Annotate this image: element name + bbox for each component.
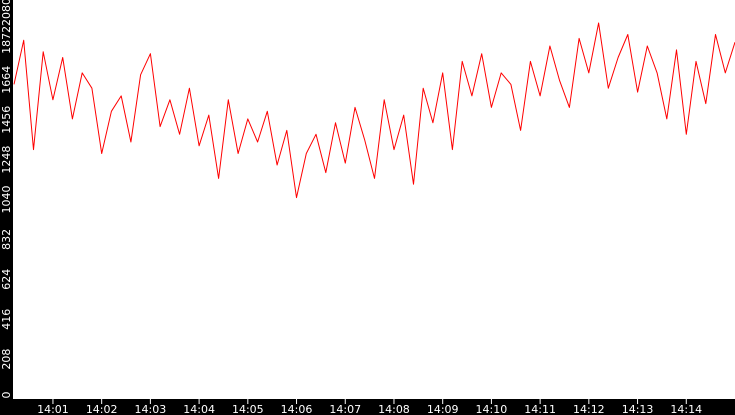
x-tick-label: 14:13 [622, 403, 654, 415]
x-tick-label: 14:10 [476, 403, 508, 415]
y-tick-label: 1456 [0, 106, 13, 134]
y-tick-label: 2080 [0, 0, 13, 26]
x-tick-label: 14:06 [281, 403, 313, 415]
y-tick-label: 1872 [0, 26, 13, 54]
x-tick-label: 14:11 [524, 403, 556, 415]
x-tick-label: 14:14 [670, 403, 702, 415]
x-tick-label: 14:03 [135, 403, 167, 415]
x-tick-label: 14:05 [232, 403, 264, 415]
y-tick-label: 416 [0, 309, 13, 330]
series-layer [13, 22, 735, 199]
y-tick-label: 0 [0, 392, 13, 399]
plot-area [13, 0, 735, 399]
x-tick-label: 14:12 [573, 403, 605, 415]
x-axis: 14:01 14:02 14:03 14:04 14:05 14:06 14:07 14:08… [37, 399, 702, 415]
x-tick-label: 14:04 [183, 403, 215, 415]
y-tick-label: 1040 [0, 186, 13, 214]
x-tick-label: 14:08 [378, 403, 410, 415]
x-tick-label: 14:02 [86, 403, 118, 415]
x-tick-label: 14:07 [329, 403, 361, 415]
y-tick-label: 624 [0, 269, 13, 290]
y-tick-label: 208 [0, 349, 13, 370]
y-tick-label: 1664 [0, 66, 13, 94]
x-tick-label: 14:09 [427, 403, 459, 415]
x-tick-label: 14:01 [37, 403, 69, 415]
y-tick-label: 832 [0, 229, 13, 250]
series-line-0 [13, 22, 735, 199]
y-tick-label: 1248 [0, 146, 13, 174]
